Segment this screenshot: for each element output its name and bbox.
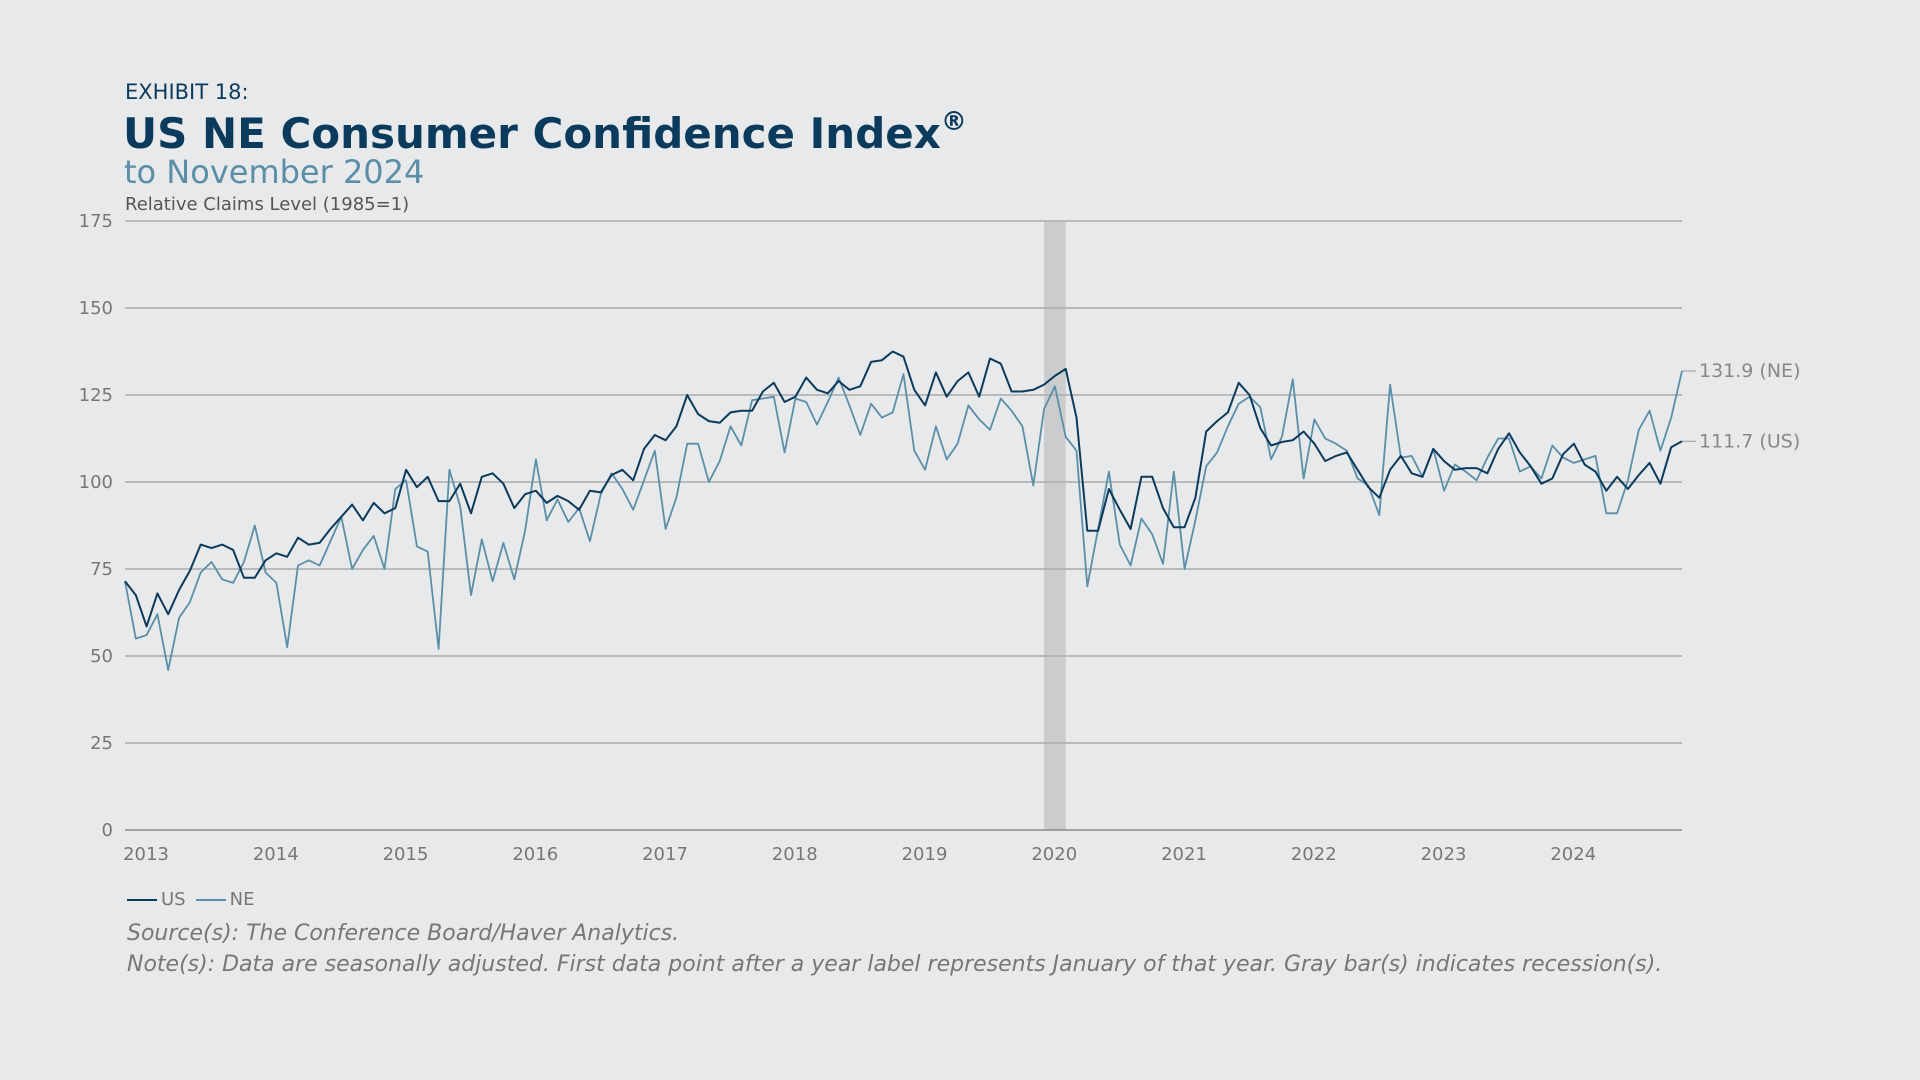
legend-label-ne: NE — [229, 889, 255, 910]
x-tick-label: 2022 — [1291, 844, 1337, 865]
y-tick-label: 125 — [79, 385, 113, 406]
footnote: Note(s): Data are seasonally adjusted. F… — [127, 952, 1663, 977]
x-tick-label: 2019 — [902, 844, 948, 865]
x-tick-label: 2015 — [383, 844, 429, 865]
y-tick-label: 0 — [102, 820, 113, 841]
end-label-ne: 131.9 (NE) — [1699, 360, 1800, 382]
y-tick-label: 100 — [79, 472, 113, 493]
legend-item-us: US — [127, 889, 186, 910]
x-tick-label: 2017 — [642, 844, 688, 865]
registered-mark: ® — [940, 107, 967, 137]
x-tick-label: 2013 — [123, 844, 169, 865]
y-tick-label: 75 — [90, 559, 113, 580]
x-tick-label: 2016 — [512, 844, 558, 865]
y-tick-label: 150 — [79, 298, 113, 319]
y-axis-unit-label: Relative Claims Level (1985=1) — [125, 194, 410, 215]
chart-title-text: US NE Consumer Confidence Index — [123, 109, 941, 158]
y-tick-label: 25 — [90, 733, 113, 754]
x-tick-label: 2024 — [1550, 844, 1596, 865]
exhibit-label: EXHIBIT 18: — [125, 80, 249, 104]
x-tick-label: 2023 — [1421, 844, 1467, 865]
legend-item-ne: NE — [195, 889, 255, 910]
source-note: Source(s): The Conference Board/Haver An… — [127, 921, 680, 946]
recession-band — [1044, 221, 1066, 830]
y-tick-label: 50 — [90, 646, 113, 667]
legend-swatch-ne — [195, 898, 226, 901]
legend: US NE — [127, 889, 264, 910]
legend-swatch-us — [127, 898, 157, 901]
x-tick-label: 2020 — [1031, 844, 1077, 865]
legend-label-us: US — [161, 889, 186, 910]
x-tick-label: 2021 — [1161, 844, 1207, 865]
chart-title: US NE Consumer Confidence Index® — [123, 107, 967, 158]
series-line-ne — [124, 370, 1683, 671]
series-line-us — [124, 350, 1683, 628]
end-label-us: 111.7 (US) — [1699, 430, 1800, 452]
chart-subtitle: to November 2024 — [124, 153, 425, 191]
y-tick-label: 175 — [79, 211, 113, 232]
x-tick-label: 2018 — [772, 844, 818, 865]
x-tick-label: 2014 — [253, 844, 299, 865]
